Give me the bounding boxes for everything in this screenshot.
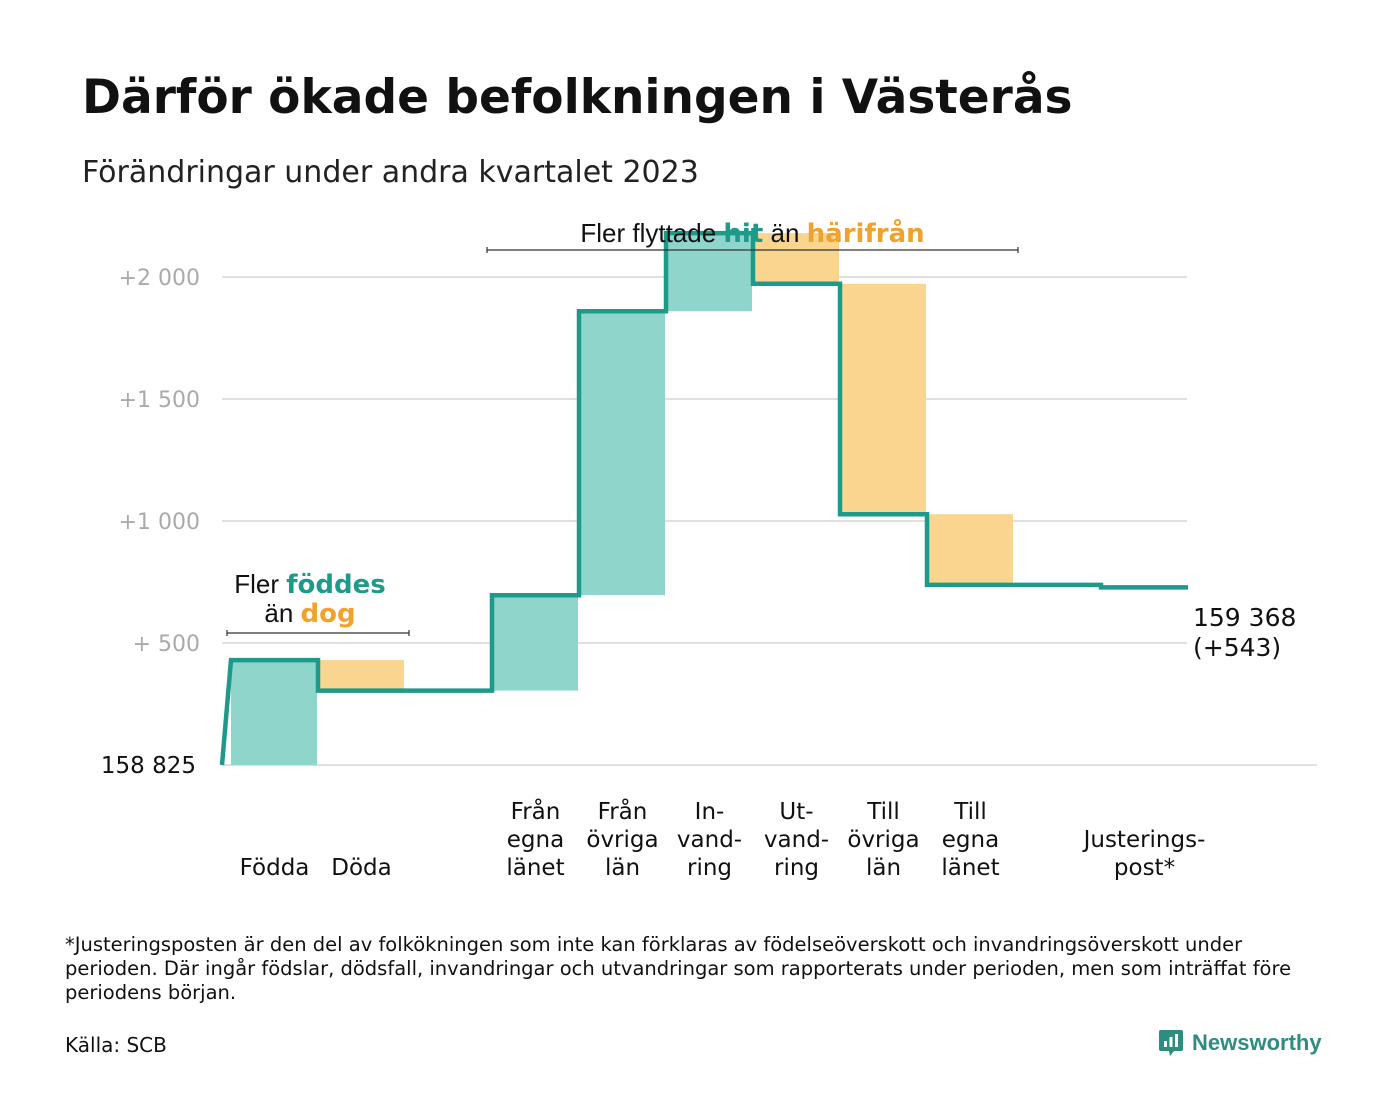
migration-annotation-prefix: Fler flyttade — [580, 218, 717, 248]
y-tick-labels: + 500 +1 000 +1 500 +2 000 158 825 — [101, 266, 200, 779]
x-tick-label: egna — [507, 827, 564, 853]
x-tick-label: länet — [941, 855, 999, 881]
bar — [840, 283, 926, 515]
brand-name: Newsworthy — [1192, 1030, 1322, 1055]
x-tick-label: Från — [598, 797, 648, 825]
x-tick-label: län — [605, 855, 640, 881]
start-value-label: 158 825 — [101, 753, 196, 779]
step-line — [219, 230, 1188, 766]
y-tick-label: +2 000 — [119, 266, 200, 291]
migration-annotation: Fler flyttade hit än härifrån — [487, 219, 1018, 248]
births-annotation-prefix: Fler — [234, 569, 280, 599]
migration-annotation-middle: än — [770, 218, 800, 248]
bar — [753, 233, 839, 284]
bar — [231, 660, 317, 765]
footnote: *Justeringsposten är den del av folkökni… — [65, 933, 1292, 1004]
bar — [318, 660, 404, 691]
x-tick-label: Ut- — [779, 799, 813, 825]
x-tick-label: Från — [511, 797, 561, 825]
x-tick-label: övriga — [586, 827, 658, 853]
chart-title: Därför ökade befolkningen i Västerås — [82, 70, 1073, 125]
x-tick-labels: Födda DödaFrånegnalänetFrånövrigalänIn-va… — [240, 797, 1206, 881]
births-annotation-highlight-2: dog — [300, 599, 356, 629]
x-tick-label: ring — [687, 855, 732, 881]
annotation-brackets — [226, 247, 1019, 636]
migration-annotation-highlight: hit — [723, 219, 764, 249]
x-tick-label: vand- — [677, 827, 742, 853]
end-change: (+543) — [1193, 633, 1282, 662]
cumulative-step-line — [219, 230, 1188, 766]
bar — [579, 311, 665, 596]
x-tick-label: Till — [866, 799, 900, 825]
x-tick-label: Födda — [240, 855, 310, 881]
brand-logo: Newsworthy — [1158, 1028, 1322, 1058]
x-tick-label: In- — [695, 799, 725, 825]
x-tick-label: länet — [506, 855, 564, 881]
bar — [927, 514, 1013, 585]
bar — [666, 233, 752, 312]
x-tick-label: egna — [942, 827, 999, 853]
x-tick-label: Till — [953, 799, 987, 825]
y-tick-label: +1 500 — [119, 388, 200, 413]
x-tick-label: övriga — [847, 827, 919, 853]
y-tick-label: + 500 — [133, 632, 200, 657]
x-tick-label: post* — [1114, 855, 1175, 881]
bar-chart-speech-bubble-icon — [1159, 1030, 1183, 1056]
y-tick-label: +1 000 — [119, 510, 200, 535]
bar — [492, 595, 578, 691]
end-value: 159 368 — [1193, 603, 1297, 632]
x-tick-label: Döda — [331, 855, 391, 881]
births-annotation-prefix-2: än — [264, 598, 294, 628]
bars — [231, 233, 1013, 765]
births-annotation: Fler föddes än dog — [210, 570, 410, 628]
x-tick-label: Justerings- — [1082, 827, 1206, 853]
end-value-label: 159 368 (+543) — [1193, 603, 1296, 663]
chart-subtitle: Förändringar under andra kvartalet 2023 — [82, 155, 699, 190]
x-tick-label: ring — [774, 855, 819, 881]
x-tick-label: vand- — [764, 827, 829, 853]
migration-annotation-highlight-2: härifrån — [806, 219, 925, 249]
grid-lines — [222, 276, 1317, 766]
births-annotation-highlight: föddes — [286, 570, 386, 600]
source-label: Källa: SCB — [65, 1033, 167, 1057]
x-tick-label: län — [866, 855, 901, 881]
